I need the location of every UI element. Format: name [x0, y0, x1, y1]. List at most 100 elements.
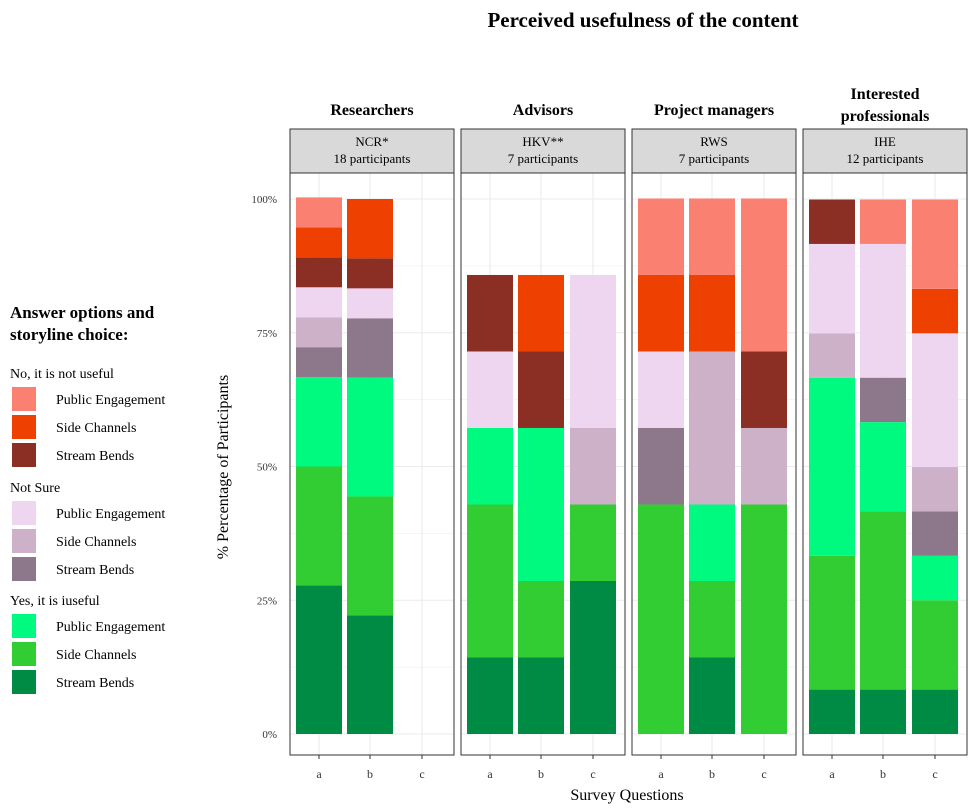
bar-segment: [296, 287, 342, 318]
legend-item-label: Stream Bends: [56, 449, 134, 464]
panel-strip-sublabel: 7 participants: [679, 151, 749, 166]
panel-group-title: professionals: [841, 108, 930, 125]
bar-segment: [296, 466, 342, 586]
panel-strip-sublabel: 12 participants: [847, 151, 924, 166]
bar-segment: [347, 377, 393, 497]
bar-segment: [296, 377, 342, 467]
bar-segment: [912, 288, 958, 334]
panel-2: Advisors HKV** 7 participants a b c: [460, 102, 626, 781]
legend-title: Answer options and: [10, 303, 155, 322]
bar-segment: [296, 585, 342, 734]
panel-4: Interested professionals IHE 12 participant…: [802, 86, 968, 781]
bar-segment: [689, 657, 735, 734]
panel-border: [289, 172, 455, 756]
bar-segment: [347, 318, 393, 378]
legend-item-label: Public Engagement: [56, 507, 165, 522]
bar-segment: [467, 351, 513, 428]
legend-group-label: Yes, it is iuseful: [10, 594, 100, 609]
x-tick-label: c: [932, 767, 937, 781]
x-tick-label: c: [590, 767, 595, 781]
bar-segment: [809, 333, 855, 378]
bar-segment: [347, 288, 393, 319]
x-tick-label: a: [487, 767, 493, 781]
panel-strip: [802, 128, 968, 174]
bar-segment: [809, 377, 855, 556]
bar-segment: [809, 689, 855, 734]
y-axis-label: % Percentage of Participants: [215, 375, 232, 559]
bar-segment: [638, 198, 684, 275]
y-axis-ticks: 0% 25% 50% 75% 100%: [251, 194, 277, 741]
legend-key: [12, 387, 36, 411]
bar-segment: [570, 580, 616, 734]
legend-item-label: Stream Bends: [56, 563, 134, 578]
legend-key: [12, 614, 36, 638]
bar-segment: [570, 427, 616, 505]
bar-segment: [570, 274, 616, 428]
bar-segment: [689, 351, 735, 505]
bar-segment: [518, 274, 564, 352]
panel-group-title: Project managers: [654, 102, 774, 119]
bar-segment: [860, 377, 906, 423]
panel-group-title: Researchers: [330, 102, 413, 119]
bar-segment: [467, 274, 513, 352]
legend-item-label: Side Channels: [56, 421, 137, 436]
bar-segment: [912, 467, 958, 512]
bar-segment: [347, 258, 393, 289]
bar-segment: [296, 257, 342, 288]
bar-segment: [347, 496, 393, 616]
x-tick-label: c: [419, 767, 424, 781]
y-tick-label: 0%: [262, 729, 277, 741]
x-axis-label: Survey Questions: [570, 787, 683, 804]
bar-segment: [912, 689, 958, 734]
bar-segment: [741, 504, 787, 734]
legend-group-label: No, it is not useful: [10, 367, 114, 382]
legend-group-label: Not Sure: [10, 481, 60, 496]
bar-segment: [912, 555, 958, 601]
panel-strip-sublabel: 7 participants: [508, 151, 578, 166]
panel-group-title: Advisors: [513, 102, 573, 119]
bar-segment: [860, 689, 906, 734]
panel-3: Project managers RWS 7 participants a b c: [631, 102, 797, 781]
bar-segment: [347, 199, 393, 259]
legend-key: [12, 529, 36, 553]
bar-segment: [296, 347, 342, 378]
bar-segment: [518, 580, 564, 658]
legend-key: [12, 443, 36, 467]
bar-segment: [467, 504, 513, 658]
panel-strip-sublabel: 18 participants: [334, 151, 411, 166]
bar-segment: [347, 615, 393, 734]
legend-title: storyline choice:: [10, 325, 129, 344]
x-tick-label: a: [316, 767, 322, 781]
legend: Answer options and storyline choice: No, i…: [10, 303, 165, 694]
bar-segment: [638, 351, 684, 428]
x-tick-label: b: [367, 767, 373, 781]
bar-segment: [467, 657, 513, 734]
bar-segment: [741, 427, 787, 505]
y-tick-label: 75%: [257, 328, 277, 340]
chart-title: Perceived usefulness of the content: [487, 8, 798, 32]
bar-segment: [809, 243, 855, 334]
panel-border: [460, 172, 626, 756]
panel-border: [631, 172, 797, 756]
bar-segment: [296, 227, 342, 258]
legend-key: [12, 642, 36, 666]
panel-strip-label: IHE: [874, 134, 896, 149]
panel-strip: [460, 128, 626, 174]
panel-1: Researchers NCR* 18 participants a b c: [289, 102, 455, 781]
legend-key: [12, 415, 36, 439]
bar-segment: [912, 333, 958, 468]
panel-strip-label: RWS: [700, 134, 727, 149]
bar-segment: [638, 427, 684, 505]
x-tick-label: b: [538, 767, 544, 781]
bar-segment: [518, 351, 564, 428]
x-tick-label: b: [709, 767, 715, 781]
panel-strip: [289, 128, 455, 174]
bar-segment: [860, 422, 906, 512]
panel-strip-label: HKV**: [522, 134, 563, 149]
x-tick-label: a: [829, 767, 835, 781]
bar-segment: [296, 197, 342, 228]
bar-segment: [860, 243, 906, 378]
bar-segment: [741, 351, 787, 428]
